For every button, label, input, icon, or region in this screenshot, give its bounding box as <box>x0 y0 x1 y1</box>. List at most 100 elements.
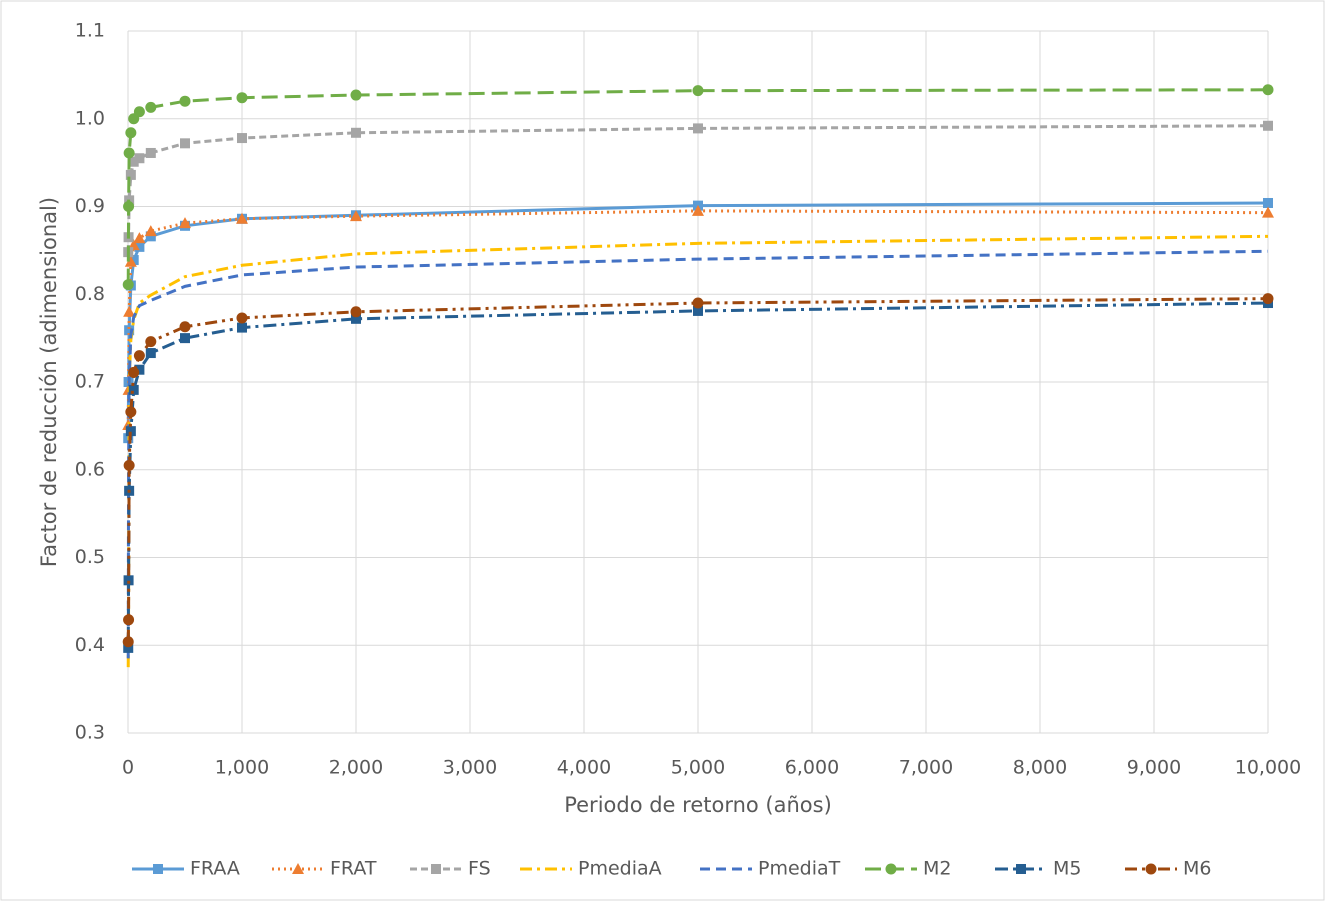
marker <box>123 642 134 653</box>
marker <box>237 133 247 144</box>
marker <box>134 364 145 375</box>
marker <box>145 231 156 242</box>
marker <box>692 204 704 216</box>
marker <box>133 232 146 244</box>
marker <box>123 305 136 317</box>
legend-item: FRAT <box>272 858 377 880</box>
marker <box>134 153 145 164</box>
legend-item: FS <box>410 858 491 880</box>
x-tick-label: 8,000 <box>1013 757 1067 779</box>
marker <box>351 313 361 324</box>
marker <box>145 101 157 113</box>
marker <box>692 297 704 309</box>
marker <box>236 92 248 104</box>
marker <box>693 305 703 316</box>
x-axis-title: Periodo de retorno (años) <box>564 793 832 817</box>
legend-item: M5 <box>995 858 1081 880</box>
marker <box>133 106 145 118</box>
x-tick-label: 3,000 <box>443 757 497 779</box>
marker <box>179 217 191 229</box>
legend-label: FS <box>468 858 491 880</box>
x-tick-label: 0 <box>122 757 134 779</box>
marker <box>124 325 135 336</box>
marker <box>125 127 137 139</box>
y-tick-label: 0.8 <box>75 283 105 305</box>
marker <box>179 95 191 107</box>
marker <box>1263 197 1273 208</box>
marker <box>885 863 897 875</box>
marker <box>236 312 248 324</box>
series-line <box>126 249 1269 659</box>
x-tick-label: 2,000 <box>329 757 383 779</box>
legend-label: PmediaA <box>578 858 662 880</box>
x-tick-label: 5,000 <box>671 757 725 779</box>
y-tick-label: 0.5 <box>75 546 105 568</box>
legend-item: PmediaT <box>700 858 841 880</box>
y-tick-label: 0.3 <box>75 722 105 744</box>
series-line <box>126 88 1269 285</box>
marker <box>134 241 145 252</box>
marker <box>123 459 135 471</box>
legend-label: PmediaT <box>758 858 841 880</box>
marker <box>1262 293 1274 305</box>
legend-label: M5 <box>1053 858 1081 880</box>
y-tick-label: 1.1 <box>75 20 105 42</box>
marker <box>692 85 704 97</box>
marker <box>431 864 441 874</box>
x-tick-label: 9,000 <box>1127 757 1181 779</box>
y-tick-label: 1.0 <box>75 107 105 129</box>
marker <box>1263 120 1273 131</box>
marker <box>123 614 135 626</box>
y-tick-label: 0.6 <box>75 458 105 480</box>
legend-item: M2 <box>865 858 951 880</box>
marker <box>1016 864 1026 874</box>
marker <box>350 89 362 101</box>
legend-label: FRAA <box>190 858 240 880</box>
marker <box>237 322 247 333</box>
marker <box>128 156 139 167</box>
marker <box>125 169 136 180</box>
legend-label: M6 <box>1183 858 1211 880</box>
marker <box>145 336 157 348</box>
legend-label: FRAT <box>330 858 377 880</box>
marker <box>122 279 134 291</box>
marker <box>351 127 361 138</box>
series-line <box>126 297 1269 642</box>
marker <box>133 350 145 362</box>
marker <box>122 636 134 648</box>
marker <box>179 321 191 333</box>
marker <box>123 147 135 159</box>
marker <box>145 348 156 359</box>
y-tick-label: 0.4 <box>75 634 105 656</box>
marker <box>1262 84 1274 96</box>
marker <box>123 201 135 212</box>
marker <box>144 225 157 237</box>
marker <box>128 366 140 378</box>
legend-item: M6 <box>1125 858 1211 880</box>
x-tick-label: 10,000 <box>1235 757 1301 779</box>
marker <box>1145 863 1157 875</box>
y-tick-label: 0.9 <box>75 195 105 217</box>
marker <box>128 384 139 395</box>
x-tick-label: 7,000 <box>899 757 953 779</box>
marker <box>693 123 703 134</box>
x-tick-label: 6,000 <box>785 757 839 779</box>
marker <box>350 210 362 222</box>
x-tick-label: 4,000 <box>557 757 611 779</box>
marker <box>123 575 134 586</box>
marker <box>292 863 304 874</box>
marker <box>128 255 139 266</box>
y-axis-title: Factor de reducción (adimensional) <box>37 197 61 567</box>
marker <box>236 212 248 224</box>
marker <box>180 333 190 344</box>
marker <box>153 864 163 874</box>
legend-label: M2 <box>923 858 951 880</box>
legend-item: FRAA <box>132 858 240 880</box>
marker <box>180 138 190 149</box>
marker <box>145 147 156 158</box>
marker <box>125 426 136 437</box>
marker <box>124 255 137 267</box>
marker <box>1262 206 1274 218</box>
